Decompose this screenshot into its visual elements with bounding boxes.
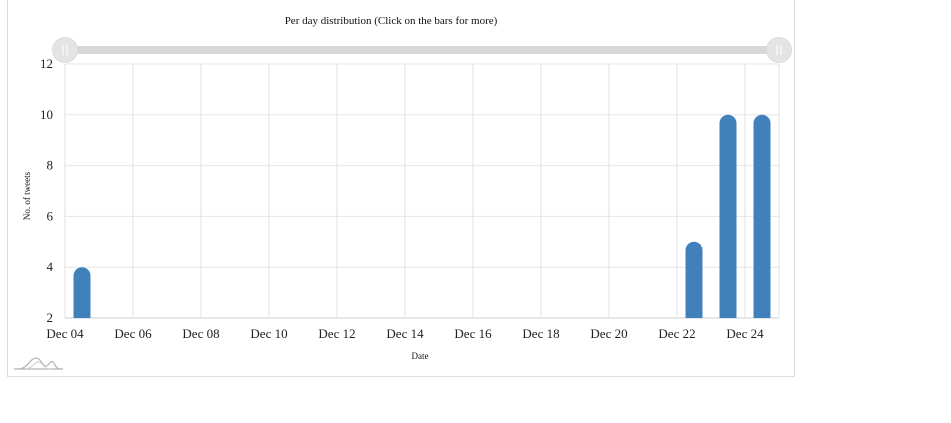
- x-tick-label: Dec 22: [658, 326, 695, 341]
- range-slider-right-handle[interactable]: [766, 37, 792, 63]
- sparkline-logo-icon: [14, 357, 63, 370]
- y-axis: 2 4 6 8 10 12: [40, 56, 54, 325]
- bar-dec-04[interactable]: [73, 267, 91, 318]
- x-tick-label: Dec 20: [590, 326, 627, 341]
- y-axis-title: No. of tweets: [22, 171, 32, 220]
- range-slider[interactable]: [52, 37, 792, 63]
- x-axis: Dec 04 Dec 06 Dec 08 Dec 10 Dec 12 Dec 14 Dec …: [46, 326, 764, 341]
- x-tick-label: Dec 14: [386, 326, 424, 341]
- x-tick-label: Dec 08: [182, 326, 219, 341]
- x-tick-label: Dec 10: [250, 326, 287, 341]
- bars: [73, 114, 771, 318]
- x-tick-label: Dec 16: [454, 326, 492, 341]
- y-tick-label: 2: [47, 310, 54, 325]
- x-tick-label: Dec 12: [318, 326, 355, 341]
- y-tick-label: 10: [40, 107, 53, 122]
- range-slider-track[interactable]: [65, 46, 779, 54]
- y-tick-label: 12: [40, 56, 53, 71]
- bar-chart: Per day distribution (Click on the bars …: [14, 15, 792, 370]
- chart-frame: Per day distribution (Click on the bars …: [7, 0, 795, 377]
- x-axis-title: Date: [412, 351, 429, 361]
- x-tick-label: Dec 04: [46, 326, 84, 341]
- x-tick-label: Dec 18: [522, 326, 559, 341]
- bar-dec-24[interactable]: [753, 114, 771, 318]
- y-tick-label: 8: [47, 158, 54, 173]
- grid: [64, 63, 780, 319]
- chart-title: Per day distribution (Click on the bars …: [285, 15, 498, 27]
- bar-dec-22[interactable]: [685, 241, 703, 318]
- x-tick-label: Dec 06: [114, 326, 152, 341]
- x-tick-label: Dec 24: [726, 326, 764, 341]
- range-slider-left-handle[interactable]: [52, 37, 78, 63]
- bar-dec-23[interactable]: [719, 114, 737, 318]
- y-tick-label: 4: [47, 259, 54, 274]
- y-tick-label: 6: [47, 208, 54, 223]
